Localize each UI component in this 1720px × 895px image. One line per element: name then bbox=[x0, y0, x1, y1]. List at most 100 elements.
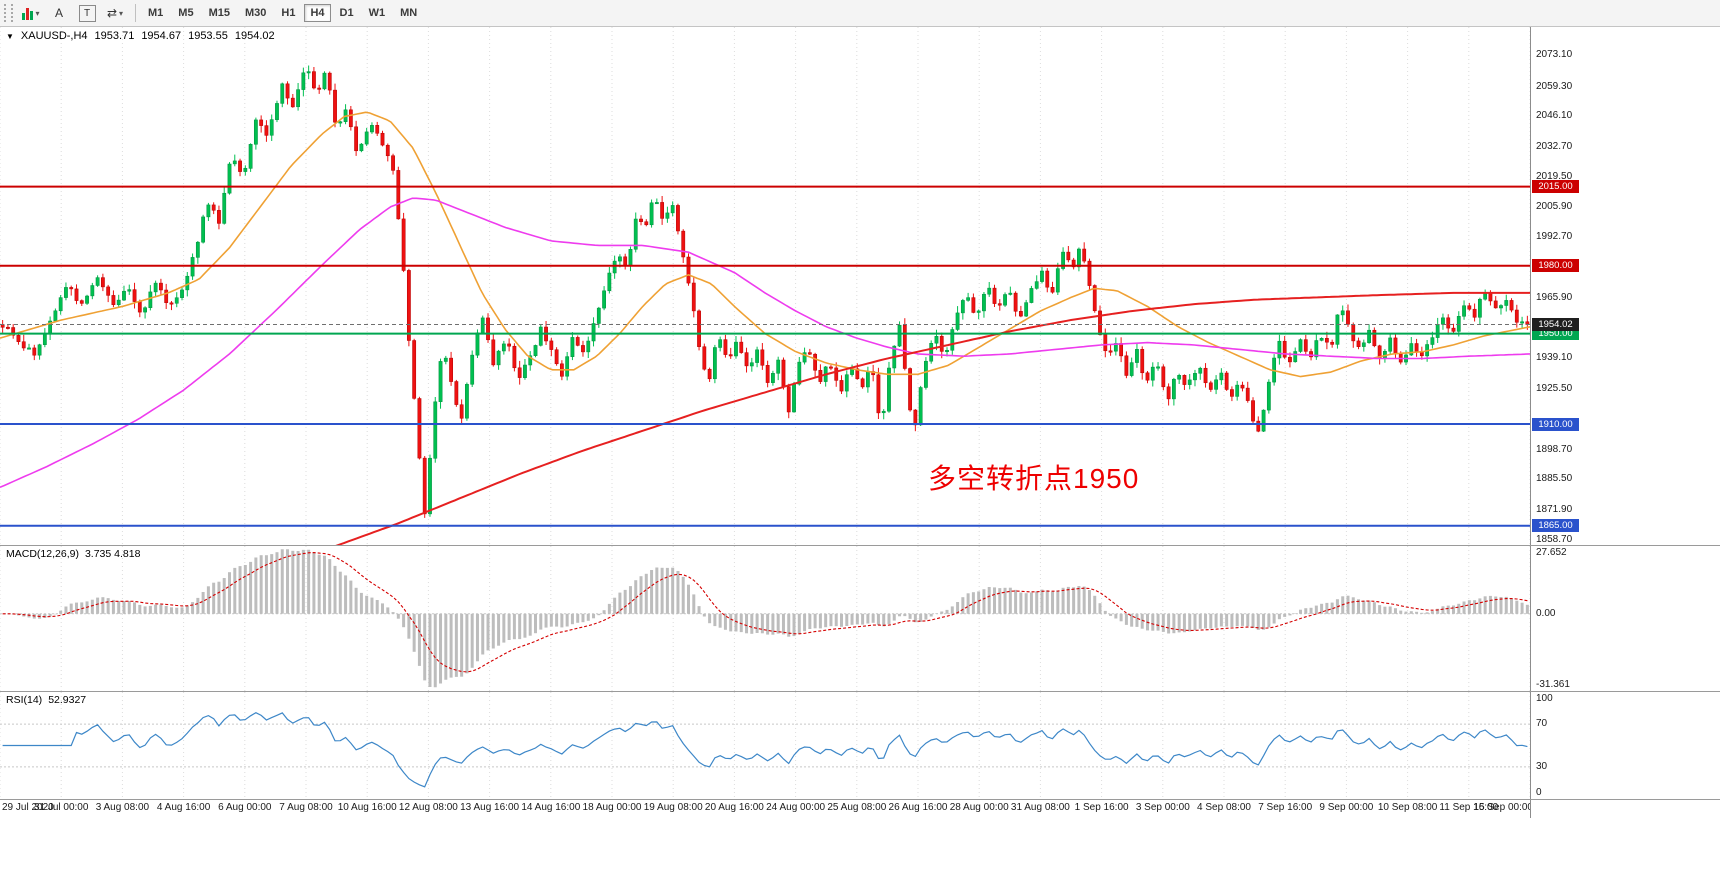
ohlc-low: 1953.55 bbox=[188, 30, 228, 42]
timeframe-d1-button[interactable]: D1 bbox=[339, 7, 354, 19]
time-tick-label: 1 Sep 16:00 bbox=[1074, 802, 1129, 813]
time-tick-label: 29 Jul 2020 bbox=[2, 802, 54, 813]
annotation-a-button[interactable]: A bbox=[45, 2, 73, 24]
timeframe-m5-button[interactable]: M5 bbox=[178, 7, 194, 19]
macd-chart[interactable] bbox=[0, 546, 1530, 691]
grid-layer bbox=[0, 546, 1530, 691]
time-tick-label: 19 Aug 08:00 bbox=[643, 802, 703, 813]
rsi-chart[interactable] bbox=[0, 692, 1530, 799]
current-price-tag: 1954.02 bbox=[1532, 318, 1579, 331]
macd-max-label: 27.652 bbox=[1536, 547, 1567, 558]
ohlc-open: 1953.71 bbox=[94, 30, 135, 42]
time-tick-label: 31 Aug 08:00 bbox=[1010, 802, 1070, 813]
timeframe-m1-button[interactable]: M1 bbox=[148, 7, 164, 19]
grid-layer bbox=[0, 692, 1530, 799]
rsi-scale-label: 0 bbox=[1536, 787, 1542, 798]
time-tick-label: 3 Aug 08:00 bbox=[95, 802, 150, 813]
chart-annotation-text: 多空转折点1950 bbox=[928, 463, 1140, 494]
toolbar: ▾ A T ⇄ ▾ M1 M5 M15 M30 H1 H4 D1 W1 MN bbox=[0, 0, 1720, 27]
macd-label: MACD(12,26,9) 3.735 4.818 bbox=[6, 548, 140, 560]
price-tick-label: 1939.10 bbox=[1536, 352, 1573, 364]
timeframe-h1-button[interactable]: H1 bbox=[281, 7, 296, 19]
symbol-marker-icon: ▼ bbox=[6, 31, 14, 41]
time-tick-label: 12 Aug 08:00 bbox=[398, 802, 458, 813]
price-tick-label: 2032.70 bbox=[1536, 140, 1573, 152]
price-tick-label: 1885.50 bbox=[1536, 473, 1573, 485]
time-tick-label: 18 Aug 00:00 bbox=[582, 802, 642, 813]
price-axis: 2073.10 2059.30 2046.10 2032.70 2019.50 2005.… bbox=[1530, 27, 1720, 818]
time-tick-label: 15 Sep 00:00 bbox=[1473, 802, 1533, 813]
price-tick-label: 2005.90 bbox=[1536, 201, 1573, 213]
ma-mid-magenta bbox=[0, 197, 1530, 489]
chevron-down-icon: ▾ bbox=[119, 8, 124, 18]
objects-button[interactable]: ⇄ ▾ bbox=[101, 2, 129, 24]
time-tick-label: 3 Sep 00:00 bbox=[1135, 802, 1190, 813]
time-tick-label: 7 Aug 08:00 bbox=[279, 802, 333, 813]
price-tick-label: 2059.30 bbox=[1536, 80, 1573, 92]
support-line-1865-tag: 1865.00 bbox=[1532, 519, 1579, 533]
text-tool-button[interactable]: T bbox=[73, 2, 101, 24]
rsi-scale-label: 70 bbox=[1536, 718, 1548, 730]
a-label: A bbox=[54, 6, 63, 20]
chevron-down-icon: ▾ bbox=[35, 8, 40, 18]
timeframe-m15-button[interactable]: M15 bbox=[208, 7, 230, 19]
time-tick-label: 24 Aug 00:00 bbox=[766, 802, 826, 813]
candlestick-chart[interactable] bbox=[0, 27, 1530, 545]
time-axis: 29 Jul 2020 31 Jul 00:00 3 Aug 08:00 4 Aug … bbox=[0, 799, 1533, 818]
timeframe-m30-button[interactable]: M30 bbox=[244, 7, 267, 19]
symbol-period-label: XAUUSD-,H4 bbox=[20, 30, 88, 42]
main-chart-panel[interactable]: ▼ XAUUSD-,H4 1953.71 1954.67 1953.55 195… bbox=[0, 27, 1530, 545]
macd-name: MACD(12,26,9) bbox=[6, 548, 79, 560]
macd-signal-line bbox=[2, 552, 1528, 673]
toolbar-separator bbox=[135, 4, 136, 22]
ohlc-close: 1954.02 bbox=[234, 30, 275, 42]
rsi-line bbox=[2, 712, 1528, 788]
ohlc-high: 1954.67 bbox=[141, 30, 182, 42]
rsi-name: RSI(14) bbox=[6, 694, 43, 706]
time-tick-label: 28 Aug 00:00 bbox=[949, 802, 1009, 813]
panel-separator bbox=[0, 691, 1720, 692]
time-tick-label: 10 Sep 08:00 bbox=[1377, 802, 1438, 813]
price-tick-label: 2046.10 bbox=[1536, 110, 1573, 122]
level-lines-layer bbox=[0, 185, 1530, 527]
macd-panel[interactable]: MACD(12,26,9) 3.735 4.818 bbox=[0, 546, 1530, 691]
time-tick-label: 25 Aug 08:00 bbox=[827, 802, 887, 813]
price-tick-label: 1992.70 bbox=[1536, 231, 1573, 242]
macd-histogram bbox=[11, 549, 1529, 688]
chart-type-button[interactable]: ▾ bbox=[17, 2, 45, 24]
timeframe-w1-button[interactable]: W1 bbox=[368, 7, 386, 19]
time-tick-label: 20 Aug 16:00 bbox=[704, 802, 764, 813]
time-tick-label: 6 Aug 00:00 bbox=[218, 802, 272, 813]
toolbar-grip[interactable] bbox=[4, 4, 13, 22]
price-tick-label: 1965.90 bbox=[1536, 291, 1573, 303]
timeframe-buttons: M1 M5 M15 M30 H1 H4 D1 W1 MN bbox=[142, 4, 423, 22]
time-tick-label: 4 Aug 16:00 bbox=[156, 802, 211, 813]
panel-separator bbox=[0, 545, 1720, 546]
timeframe-mn-button[interactable]: MN bbox=[400, 7, 418, 19]
price-tick-label: 1898.70 bbox=[1536, 443, 1573, 455]
price-tick-label: 1871.90 bbox=[1536, 504, 1573, 516]
candlestick-chart-icon bbox=[22, 7, 34, 20]
time-tick-label: 10 Aug 16:00 bbox=[337, 802, 397, 813]
grid-layer bbox=[0, 27, 1530, 545]
rsi-panel[interactable]: RSI(14) 52.9327 bbox=[0, 692, 1530, 799]
chart-header: ▼ XAUUSD-,H4 1953.71 1954.67 1953.55 195… bbox=[6, 30, 275, 42]
panel-separator bbox=[0, 799, 1720, 800]
rsi-value: 52.9327 bbox=[48, 694, 87, 706]
candles-layer bbox=[0, 65, 1530, 518]
price-tick-label: 2019.50 bbox=[1536, 170, 1573, 182]
time-tick-label: 26 Aug 16:00 bbox=[888, 802, 948, 813]
timeframe-h4-button[interactable]: H4 bbox=[304, 4, 331, 22]
time-tick-label: 11 Sep 16:00 bbox=[1439, 802, 1499, 813]
price-tick-label: 2073.10 bbox=[1536, 49, 1573, 61]
price-tick-label: 1925.50 bbox=[1536, 383, 1573, 394]
macd-zero-label: 0.00 bbox=[1536, 607, 1556, 619]
price-tick-label: 1858.70 bbox=[1536, 534, 1573, 545]
ma-slow-red bbox=[335, 291, 1530, 545]
resistance-line-1980-tag: 1980.00 bbox=[1532, 259, 1579, 273]
rsi-scale-label: 100 bbox=[1536, 693, 1553, 704]
resistance-line-2015-tag: 2015.00 bbox=[1532, 180, 1579, 194]
time-tick-label: 9 Sep 00:00 bbox=[1319, 802, 1374, 813]
time-tick-label: 7 Sep 16:00 bbox=[1258, 802, 1313, 813]
